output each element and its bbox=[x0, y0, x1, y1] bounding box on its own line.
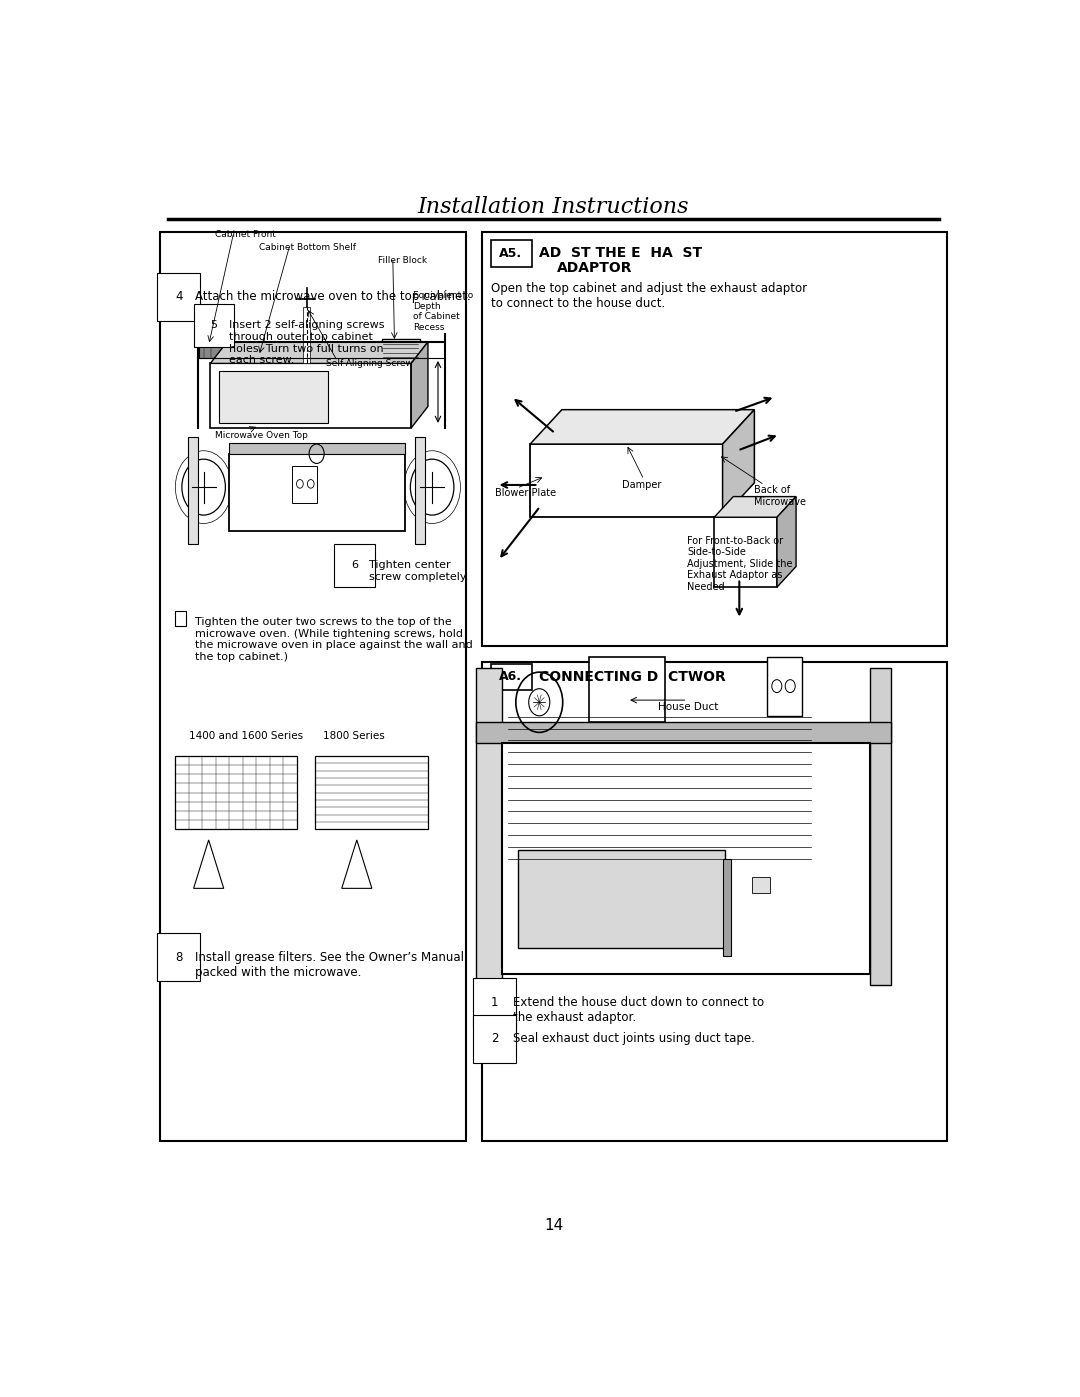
Text: AD  ST THE E  HA  ST: AD ST THE E HA ST bbox=[539, 246, 702, 260]
Text: Tighten center
screw completely.: Tighten center screw completely. bbox=[369, 560, 469, 583]
Text: Cabinet Front: Cabinet Front bbox=[215, 231, 276, 239]
Text: Filler Block: Filler Block bbox=[378, 256, 427, 265]
Text: Microwave Oven Top: Microwave Oven Top bbox=[215, 432, 308, 440]
Bar bbox=[767, 657, 802, 717]
Bar bbox=[723, 859, 731, 956]
Bar bbox=[530, 444, 723, 517]
Text: 1400 and 1600 Series: 1400 and 1600 Series bbox=[189, 731, 303, 742]
Polygon shape bbox=[341, 840, 372, 888]
Bar bbox=[188, 437, 198, 545]
Text: Open the top cabinet and adjust the exhaust adaptor
to connect to the house duct: Open the top cabinet and adjust the exha… bbox=[490, 282, 807, 310]
Text: Equivalent to
Depth
of Cabinet
Recess: Equivalent to Depth of Cabinet Recess bbox=[413, 292, 473, 331]
Bar bbox=[752, 877, 770, 894]
Bar bbox=[382, 338, 419, 358]
Text: Extend the house duct down to connect to
the exhaust adaptor.: Extend the house duct down to connect to… bbox=[513, 996, 765, 1024]
Text: 1800 Series: 1800 Series bbox=[323, 731, 386, 742]
Text: Damper: Damper bbox=[622, 479, 662, 489]
Text: Attach the microwave oven to the top cabinet.: Attach the microwave oven to the top cab… bbox=[195, 291, 471, 303]
Bar bbox=[200, 338, 222, 358]
Text: 2: 2 bbox=[490, 1032, 498, 1045]
Bar bbox=[303, 307, 310, 363]
Text: Installation Instructions: Installation Instructions bbox=[418, 197, 689, 218]
Bar bbox=[175, 610, 186, 626]
Bar bbox=[211, 363, 411, 427]
Polygon shape bbox=[411, 342, 428, 427]
Text: ADAPTOR: ADAPTOR bbox=[557, 261, 633, 275]
Text: 8: 8 bbox=[175, 951, 183, 964]
Text: A5.: A5. bbox=[499, 247, 523, 260]
Bar bbox=[714, 517, 777, 587]
Text: Back of
Microwave: Back of Microwave bbox=[754, 485, 807, 507]
Bar bbox=[416, 437, 426, 545]
Text: For Front-to-Back or
Side-to-Side
Adjustment, Slide the
Exhaust Adaptor as
Neede: For Front-to-Back or Side-to-Side Adjust… bbox=[688, 535, 793, 592]
Bar bbox=[218, 372, 327, 422]
Bar bbox=[490, 664, 531, 690]
Bar bbox=[483, 662, 947, 1141]
Bar bbox=[476, 668, 501, 985]
Bar bbox=[518, 851, 725, 947]
Bar bbox=[476, 722, 891, 743]
Text: Blower Plate: Blower Plate bbox=[495, 488, 556, 499]
Text: Install grease filters. See the Owner’s Manual
packed with the microwave.: Install grease filters. See the Owner’s … bbox=[195, 951, 464, 979]
Text: 1: 1 bbox=[490, 996, 498, 1009]
Text: Self-Aligning Screw: Self-Aligning Screw bbox=[326, 359, 413, 369]
Polygon shape bbox=[777, 496, 796, 587]
Polygon shape bbox=[211, 342, 428, 363]
Text: 6: 6 bbox=[351, 560, 357, 570]
Bar bbox=[501, 743, 869, 975]
Text: 14: 14 bbox=[544, 1218, 563, 1232]
Text: Insert 2 self-aligning screws
through outer top cabinet
holes. Turn two full tur: Insert 2 self-aligning screws through ou… bbox=[229, 320, 384, 365]
Bar bbox=[175, 756, 297, 830]
Text: CONNECTING D  CTWOR: CONNECTING D CTWOR bbox=[539, 671, 726, 685]
Bar bbox=[590, 657, 665, 722]
Polygon shape bbox=[193, 840, 224, 888]
Bar bbox=[490, 240, 531, 267]
Text: 4: 4 bbox=[175, 291, 183, 303]
Polygon shape bbox=[530, 409, 754, 444]
Text: House Duct: House Duct bbox=[658, 703, 718, 712]
Text: Cabinet Bottom Shelf: Cabinet Bottom Shelf bbox=[259, 243, 356, 251]
Bar bbox=[229, 443, 405, 454]
Bar bbox=[160, 232, 465, 1141]
Text: 5: 5 bbox=[211, 320, 217, 330]
Text: A6.: A6. bbox=[499, 671, 523, 683]
Polygon shape bbox=[723, 409, 754, 517]
Bar bbox=[869, 668, 891, 985]
Bar bbox=[229, 454, 405, 531]
Polygon shape bbox=[714, 496, 796, 517]
Text: Tighten the outer two screws to the top of the
microwave oven. (While tightening: Tighten the outer two screws to the top … bbox=[195, 617, 473, 662]
Bar bbox=[293, 465, 318, 503]
Bar bbox=[483, 232, 947, 647]
Bar bbox=[315, 756, 428, 830]
Text: Seal exhaust duct joints using duct tape.: Seal exhaust duct joints using duct tape… bbox=[513, 1032, 755, 1045]
